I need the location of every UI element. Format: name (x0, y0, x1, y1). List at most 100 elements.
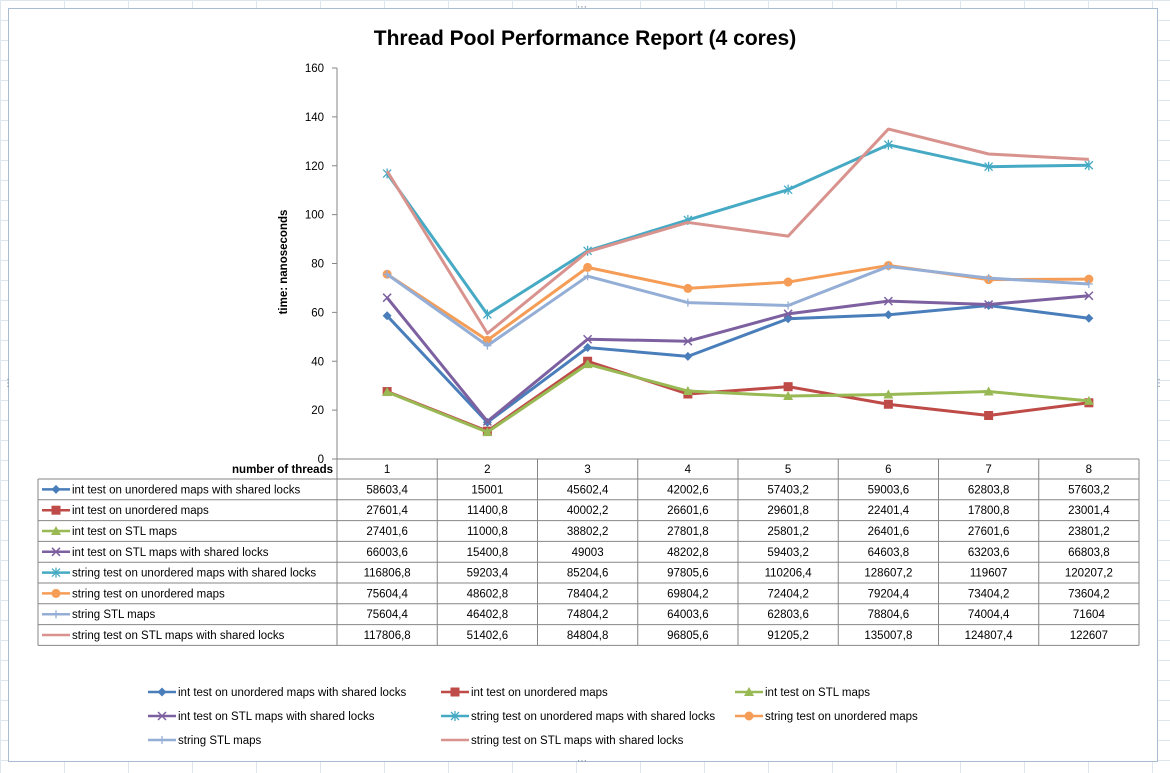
data-label: 42002,6 (667, 484, 709, 496)
chart-area[interactable]: ⋯ ⋯ ⋮ ⋮ (3, 3, 1164, 767)
resize-handle-left[interactable]: ⋮ (3, 378, 13, 389)
y-tick-label: 60 (311, 307, 324, 319)
y-axis-title: time: nanoseconds (278, 210, 290, 315)
data-point (482, 416, 492, 426)
series-line (385, 127, 1089, 335)
x-axis-title: number of threads (232, 464, 333, 476)
data-label: 46402,8 (467, 609, 509, 621)
data-label: 119607 (970, 568, 1008, 580)
data-label: 26401,6 (868, 526, 910, 538)
table-series-key (42, 547, 70, 557)
data-label: 64003,6 (667, 609, 709, 621)
series-line (386, 359, 1090, 433)
data-point (1084, 280, 1093, 289)
table-series-marker (51, 526, 61, 535)
data-point (1084, 160, 1094, 171)
table-series-name: int test on STL maps with shared locks (72, 547, 269, 559)
data-label: 27601,4 (366, 505, 408, 517)
series-line (385, 143, 1089, 316)
x-tick-label: 8 (1086, 464, 1092, 476)
data-label: 73604,2 (1068, 588, 1110, 600)
y-tick-label: 40 (311, 356, 324, 368)
table-series-key (42, 567, 70, 578)
data-label: 78804,6 (868, 609, 910, 621)
data-label: 135007,8 (864, 630, 912, 642)
series-group (385, 127, 1089, 335)
legend: int test on unordered maps with shared l… (148, 687, 918, 747)
data-point (382, 293, 392, 303)
legend-item: int test on STL maps with shared locks (148, 711, 375, 723)
data-point (783, 382, 793, 392)
chart-title: Thread Pool Performance Report (4 cores) (374, 27, 796, 50)
legend-item: string STL maps (148, 735, 262, 747)
data-point (783, 390, 794, 400)
data-label: 85204,6 (567, 568, 609, 580)
series-line (386, 362, 1090, 434)
data-point (883, 296, 893, 306)
resize-handle-bottom[interactable]: ⋯ (577, 756, 587, 767)
data-label: 38802,2 (567, 526, 609, 538)
data-label: 71604 (1073, 609, 1106, 621)
legend-label: string test on unordered maps (765, 711, 918, 723)
data-label: 11400,8 (467, 505, 508, 517)
data-label: 40002,2 (567, 505, 609, 517)
y-tick-label: 120 (305, 161, 324, 173)
data-point (683, 283, 693, 293)
data-label: 75604,4 (366, 588, 408, 600)
table-series-key (42, 505, 70, 515)
data-label: 15001 (471, 484, 503, 496)
data-label: 59403,2 (767, 547, 809, 559)
series-line (386, 304, 1090, 424)
data-point (883, 389, 894, 399)
legend-label: int test on unordered maps (471, 687, 608, 699)
data-point (984, 300, 994, 310)
legend-item: int test on unordered maps (441, 687, 608, 699)
data-point (382, 387, 393, 397)
series-group (382, 359, 1094, 437)
y-tick-label: 20 (311, 405, 324, 417)
data-label: 69804,2 (667, 588, 709, 600)
legend-label: int test on unordered maps with shared l… (178, 687, 406, 699)
data-point (482, 309, 492, 320)
legend-item: string test on STL maps with shared lock… (441, 735, 684, 747)
table-series-key (42, 526, 70, 535)
resize-handle-right[interactable]: ⋮ (1154, 378, 1164, 389)
data-label: 66803,8 (1068, 547, 1110, 559)
table-series-name: int test on unordered maps with shared l… (72, 484, 300, 496)
data-point (1083, 395, 1094, 405)
data-label: 117806,8 (364, 630, 411, 642)
data-point (683, 336, 693, 346)
data-label: 27401,6 (366, 526, 408, 538)
data-point (783, 309, 793, 319)
data-point (884, 262, 893, 271)
x-tick-label: 7 (985, 464, 991, 476)
legend-label: int test on STL maps with shared locks (178, 711, 375, 723)
series-line (386, 264, 1089, 348)
data-label: 48602,8 (467, 588, 509, 600)
resize-handle-top[interactable]: ⋯ (577, 2, 587, 13)
legend-marker (744, 687, 754, 696)
data-label: 29601,8 (767, 505, 809, 517)
table-series-marker (51, 567, 61, 578)
data-label: 62803,8 (968, 484, 1010, 496)
table-series-key (42, 484, 70, 494)
x-tick-label: 4 (685, 464, 692, 476)
table-series-name: string test on unordered maps (72, 588, 225, 600)
data-table: 1 2 3 4 5 6 7 8 int test on unordered maps with … (37, 459, 1140, 646)
data-label: 49003 (572, 547, 604, 559)
table-series-marker (51, 505, 61, 515)
legend-item: string test on unordered maps with share… (441, 711, 715, 723)
data-point (582, 359, 593, 369)
y-axis-ticks: 0 20 40 60 80 100 120 140 160 (305, 63, 337, 466)
data-label: 97805,6 (667, 568, 709, 580)
data-label: 110206,4 (765, 568, 813, 580)
data-label: 27601,6 (968, 526, 1010, 538)
data-point (482, 427, 493, 437)
x-tick-label: 5 (785, 464, 791, 476)
data-label: 84804,8 (567, 630, 609, 642)
data-point (583, 272, 592, 281)
data-point (984, 274, 993, 283)
x-tick-label: 3 (584, 464, 590, 476)
x-tick-label: 2 (484, 464, 490, 476)
